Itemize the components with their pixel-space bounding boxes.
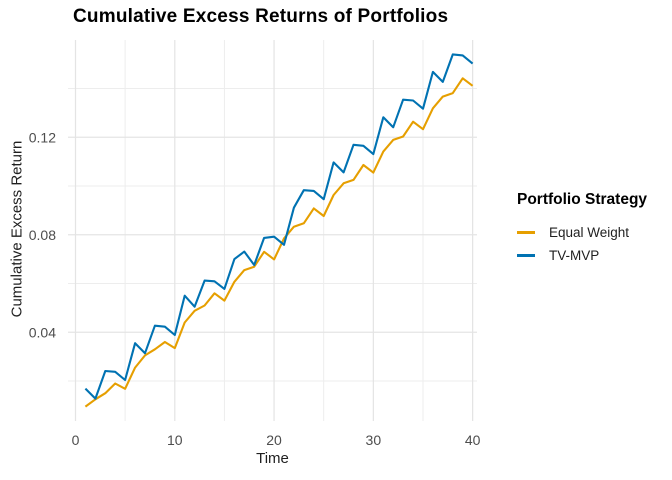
legend: Portfolio Strategy Equal Weight TV-MVP xyxy=(517,191,647,267)
y-tick-label: 0.12 xyxy=(29,129,56,145)
y-tick-label: 0.08 xyxy=(29,227,56,243)
legend-title: Portfolio Strategy xyxy=(517,191,648,208)
x-tick-label: 20 xyxy=(266,432,282,448)
y-axis-title: Cumulative Excess Return xyxy=(8,140,26,318)
chart-title: Cumulative Excess Returns of Portfolios xyxy=(73,6,449,27)
legend-item-label: TV-MVP xyxy=(549,248,600,263)
x-tick-label: 30 xyxy=(366,432,382,448)
legend-item-tv-mvp: TV-MVP xyxy=(517,244,647,267)
x-tick-label: 10 xyxy=(167,432,183,448)
x-tick-label: 40 xyxy=(465,432,481,448)
legend-item-label: Equal Weight xyxy=(549,225,630,240)
legend-key-line xyxy=(517,231,535,234)
series-line-tv-mvp xyxy=(84,53,474,400)
series-line-equal-weight xyxy=(84,77,474,408)
y-tick-label: 0.04 xyxy=(29,324,56,340)
legend-key-line xyxy=(517,254,535,257)
x-tick-label: 0 xyxy=(72,432,80,448)
legend-item-equal-weight: Equal Weight xyxy=(517,221,647,244)
x-axis-title: Time xyxy=(256,450,289,467)
